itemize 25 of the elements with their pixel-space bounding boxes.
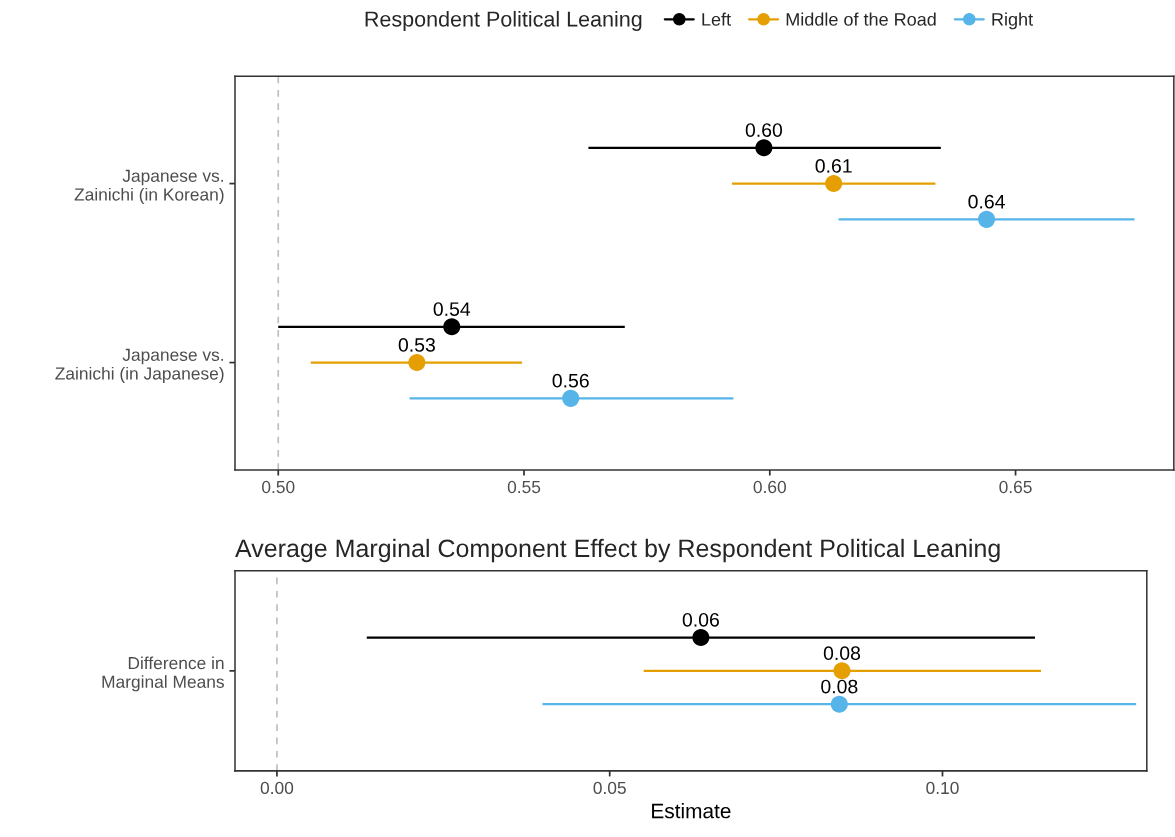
x-axis-title: Estimate — [652, 803, 731, 819]
x-tick-label: 0.50 — [262, 480, 295, 494]
x-tick-label: 0.60 — [753, 480, 786, 494]
legend-label: Middle of the Road — [786, 12, 936, 26]
y-tick-label: Japanese vs. Zainichi (in Japanese) — [55, 348, 224, 384]
legend-label: Left — [702, 12, 731, 26]
data-label: 0.61 — [815, 159, 852, 173]
data-label: 0.60 — [745, 123, 783, 137]
chart-title: Average Marginal Component Effect by Respondent Political Leaning — [235, 538, 1000, 563]
x-tick-label: 0.55 — [507, 480, 541, 494]
y-tick-label: Japanese vs. Zainichi (in Korean) — [74, 169, 224, 205]
data-label: 0.64 — [968, 194, 1005, 209]
y-tick-label: Difference in Marginal Means — [102, 656, 224, 692]
data-label: 0.54 — [433, 302, 471, 316]
x-tick-label: 0.10 — [926, 781, 959, 795]
x-tick-label: 0.65 — [999, 480, 1032, 494]
x-tick-label: 0.05 — [593, 781, 626, 795]
data-label: 0.08 — [821, 679, 858, 694]
data-label: 0.56 — [552, 373, 589, 388]
data-label: 0.53 — [398, 338, 435, 352]
data-label: 0.06 — [682, 612, 719, 627]
data-label: 0.08 — [823, 646, 861, 661]
x-tick-label: 0.00 — [260, 781, 294, 795]
legend-title: Respondent Political Leaning — [365, 10, 642, 31]
legend-label: Right — [992, 12, 1033, 30]
